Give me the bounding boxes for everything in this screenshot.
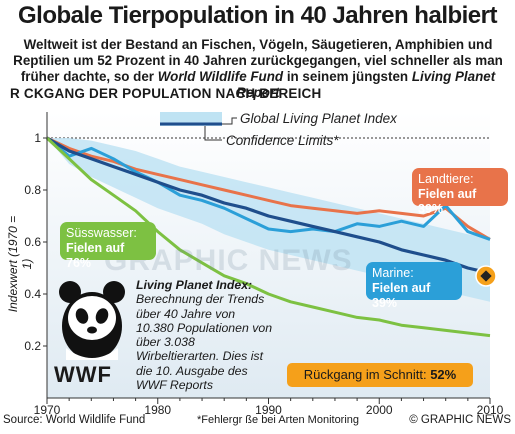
y-tick-label: 0.8: [24, 183, 41, 197]
wwf-description: Living Planet Index: Berechnung der Tren…: [136, 278, 273, 393]
footnote: *Fehlergr ße bei Arten Monitoring: [197, 414, 360, 426]
y-tick-label: 0.4: [24, 287, 41, 301]
x-tick-label: 2010: [477, 403, 504, 417]
chart-subtitle: R CKGANG DER POPULATION NACH BEREICH: [10, 86, 322, 101]
confidence-band: [47, 138, 490, 302]
y-tick-label: 0.2: [24, 339, 41, 353]
average-marker-icon: [475, 265, 497, 287]
x-tick-label: 1980: [144, 403, 171, 417]
legend-limits-label: Confidence Limits*: [226, 133, 339, 148]
global-index-line: [46, 136, 491, 275]
marine-label-box: Marine: Fielen auf 39%: [366, 262, 462, 310]
intro-text: Weltweit ist der Bestand an Fischen, Vög…: [13, 37, 503, 100]
freshwater-label-box: Süsswasser: Fielen auf 76%: [60, 222, 156, 270]
y-tick-label: 0.6: [24, 235, 41, 249]
average-decline-banner: Rückgang im Schnitt: 52%: [287, 363, 473, 387]
wwf-logo-text: WWF: [54, 362, 112, 387]
x-tick-label: 2000: [366, 403, 393, 417]
freshwater-series-line: [45, 136, 491, 338]
wwf-panda-logo-icon: [59, 281, 125, 360]
x-tick-label: 1990: [255, 403, 282, 417]
marine-series-line: [46, 136, 491, 241]
x-tick-label: 1970: [34, 403, 61, 417]
land-label-box: Landtiere: Fielen auf 39%: [412, 168, 508, 216]
legend-index-label: Global Living Planet Index: [240, 111, 398, 126]
legend-connector-2: [204, 126, 222, 141]
legend-connector-1: [222, 117, 237, 125]
credit: © GRAPHIC NEWS: [409, 414, 511, 426]
chart-title: Globale Tierpopulation in 40 Jahren halb…: [18, 2, 498, 29]
y-tick-label: 1: [34, 131, 41, 145]
source-note: Source: World Wildlife Fund: [3, 414, 146, 426]
y-axis-label: Indexwert (1970 = 1): [6, 215, 34, 313]
